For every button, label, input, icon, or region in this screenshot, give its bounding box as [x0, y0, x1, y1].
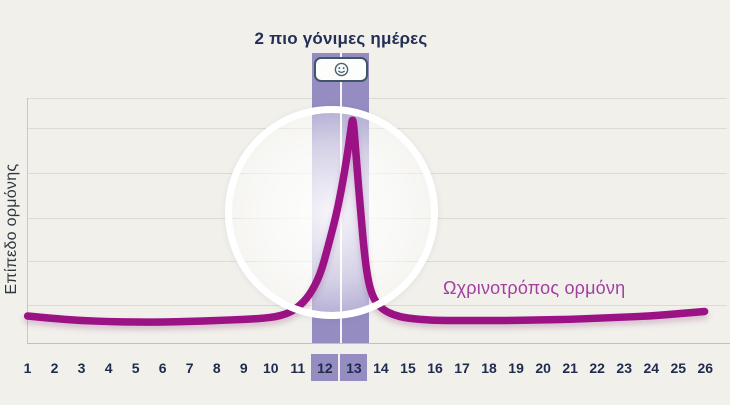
day-label-26: 26 — [697, 359, 714, 376]
day-label-3: 3 — [77, 359, 86, 376]
day-label-4: 4 — [104, 359, 113, 376]
day-label-14: 14 — [373, 359, 389, 376]
chart-title: 2 πιο γόνιμες ημέρες — [254, 29, 428, 48]
day-label-16: 16 — [427, 359, 443, 376]
day-label-6: 6 — [158, 359, 167, 376]
day-label-12: 12 — [311, 354, 339, 381]
smiley-badge — [314, 57, 368, 82]
day-label-21: 21 — [562, 359, 578, 376]
y-axis-line — [27, 98, 28, 343]
day-label-25: 25 — [670, 359, 687, 376]
x-axis-line — [27, 343, 730, 344]
day-label-23: 23 — [616, 359, 632, 376]
x-axis-day-labels: 1 2 3 4 5 6 7 8 9 10 11 12 13 14 15 16 17 18 19 20 21 22 23 24 2… — [14, 354, 719, 381]
highlight-circle-ring — [225, 106, 438, 319]
gridline — [27, 98, 727, 99]
day-label-1: 1 — [23, 359, 32, 376]
day-label-13: 13 — [338, 354, 368, 381]
day-label-24: 24 — [643, 359, 660, 376]
y-axis-label: Επίπεδο ορμόνης — [3, 163, 20, 295]
day-label-22: 22 — [589, 359, 605, 376]
day-label-8: 8 — [212, 359, 221, 376]
day-label-10: 10 — [263, 359, 279, 376]
day-label-11: 11 — [290, 359, 306, 376]
day-label-7: 7 — [185, 359, 194, 376]
day-label-17: 17 — [454, 359, 470, 376]
day-label-20: 20 — [535, 359, 551, 376]
day-label-18: 18 — [481, 359, 497, 376]
legend-label: Ωχρινοτρόπος ορμόνη — [443, 278, 626, 298]
day-label-2: 2 — [50, 359, 59, 376]
day-label-15: 15 — [400, 359, 416, 376]
day-label-5: 5 — [131, 359, 140, 376]
day-label-9: 9 — [239, 359, 248, 376]
day-label-19: 19 — [508, 359, 524, 376]
smiley-face-icon — [334, 62, 348, 77]
